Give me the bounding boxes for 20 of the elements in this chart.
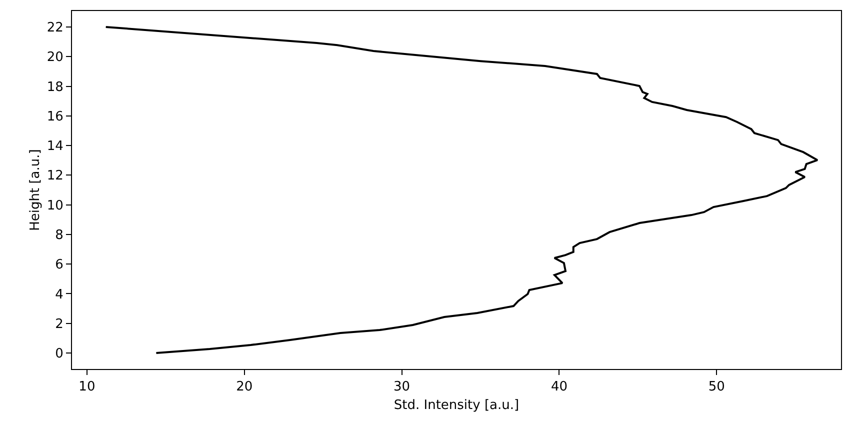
y-tick-label: 18 — [46, 80, 64, 95]
x-tick-label: 40 — [550, 380, 568, 395]
y-tick-label: 10 — [46, 198, 64, 214]
line-series — [104, 26, 818, 354]
y-tick-label: 8 — [55, 228, 64, 243]
y-tick-label: 16 — [46, 109, 64, 124]
y-tick-label: 6 — [55, 258, 64, 273]
y-tick-label: 12 — [46, 168, 64, 184]
y-tick-label: 20 — [46, 50, 64, 66]
y-axis-title: Height [a.u.] — [28, 149, 43, 231]
x-tick-label: 50 — [708, 380, 725, 395]
y-tick-label: 0 — [55, 346, 64, 362]
x-axis-title: Std. Intensity [a.u.] — [394, 398, 520, 414]
y-tick-label: 14 — [46, 139, 64, 154]
x-tick-label: 20 — [236, 380, 253, 395]
x-tick-label: 30 — [394, 380, 410, 395]
y-tick-label: 22 — [46, 20, 64, 36]
y-tick-label: 4 — [55, 287, 64, 302]
x-tick-label: 10 — [78, 380, 96, 395]
y-tick-label: 2 — [55, 316, 64, 332]
